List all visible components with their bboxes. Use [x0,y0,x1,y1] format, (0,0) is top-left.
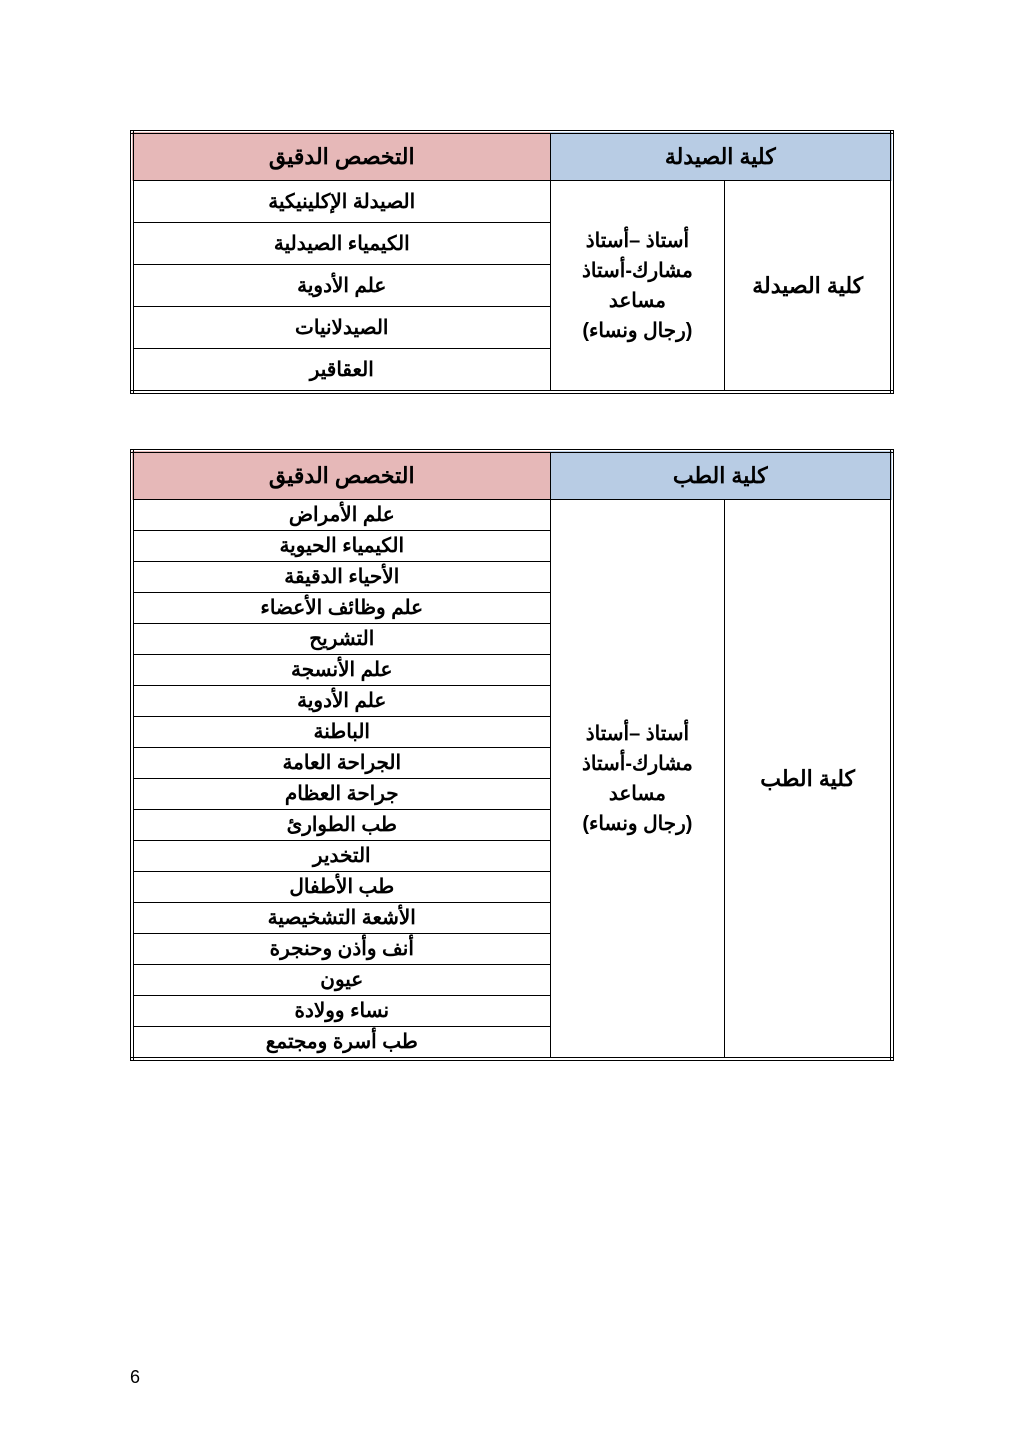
spec-cell: علم الأمراض [132,500,550,531]
rank-line: مساعد [555,286,721,316]
spec-cell: عيون [132,965,550,996]
spec-cell: الصيدلة الإكلينيكية [132,181,550,223]
spec-cell: الأشعة التشخيصية [132,903,550,934]
spec-cell: طب الأطفال [132,872,550,903]
page-number: 6 [130,1367,140,1388]
medicine-faculty-table: كلية الطب التخصص الدقيق كلية الطب أستاذ … [130,449,894,1061]
spec-cell: الجراحة العامة [132,748,550,779]
spec-cell: التشريح [132,624,550,655]
spec-cell: علم الأدوية [132,265,550,307]
spec-cell: علم الأدوية [132,686,550,717]
header-faculty: كلية الطب [550,451,892,500]
rank-line: أستاذ –أستاذ [555,226,721,256]
spec-cell: جراحة العظام [132,779,550,810]
spec-cell: علم وظائف الأعضاء [132,593,550,624]
rank-line: مشارك-أستاذ [555,749,721,779]
spec-cell: التخدير [132,841,550,872]
header-specialization: التخصص الدقيق [132,451,550,500]
rank-cell: أستاذ –أستاذ مشارك-أستاذ مساعد (رجال ونس… [550,500,725,1060]
table-header-row: كلية الطب التخصص الدقيق [132,451,892,500]
faculty-name-cell: كلية الصيدلة [725,181,892,393]
header-specialization: التخصص الدقيق [132,132,550,181]
rank-line: مساعد [555,779,721,809]
spec-cell: طب الطوارئ [132,810,550,841]
faculty-name-cell: كلية الطب [725,500,892,1060]
rank-line: أستاذ –أستاذ [555,719,721,749]
spec-cell: نساء وولادة [132,996,550,1027]
pharmacy-faculty-table: كلية الصيدلة التخصص الدقيق كلية الصيدلة … [130,130,894,394]
spec-cell: طب أسرة ومجتمع [132,1027,550,1060]
spec-cell: العقاقير [132,349,550,393]
rank-line: (رجال ونساء) [555,316,721,346]
spec-cell: أنف وأذن وحنجرة [132,934,550,965]
header-faculty: كلية الصيدلة [550,132,892,181]
table-row: كلية الصيدلة أستاذ –أستاذ مشارك-أستاذ مس… [132,181,892,223]
table-row: كلية الطب أستاذ –أستاذ مشارك-أستاذ مساعد… [132,500,892,531]
spec-cell: الباطنة [132,717,550,748]
table-header-row: كلية الصيدلة التخصص الدقيق [132,132,892,181]
spec-cell: الصيدلانيات [132,307,550,349]
rank-line: (رجال ونساء) [555,809,721,839]
spec-cell: الكيمياء الحيوية [132,531,550,562]
spec-cell: الأحياء الدقيقة [132,562,550,593]
rank-cell: أستاذ –أستاذ مشارك-أستاذ مساعد (رجال ونس… [550,181,725,393]
spec-cell: علم الأنسجة [132,655,550,686]
spec-cell: الكيمياء الصيدلية [132,223,550,265]
rank-line: مشارك-أستاذ [555,256,721,286]
